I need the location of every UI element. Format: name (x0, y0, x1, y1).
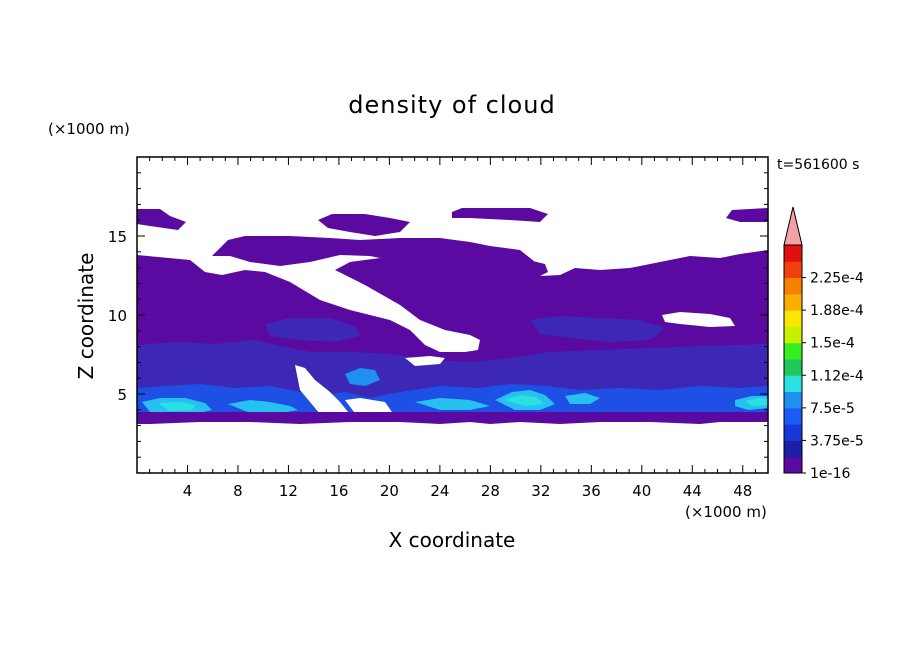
x-tick-label: 40 (632, 482, 651, 500)
x-tick-label: 20 (380, 482, 399, 500)
colorbar-level (784, 261, 802, 279)
cloud-region-upper-band (212, 236, 535, 282)
colorbar-level (784, 456, 802, 474)
cloud-core-5 (565, 393, 600, 404)
colorbar-level (784, 326, 802, 344)
colorbar-level (784, 440, 802, 458)
time-label: t=561600 s (777, 157, 859, 173)
y-unit-label: (×1000 m) (48, 120, 130, 138)
x-tick-label: 44 (683, 482, 702, 500)
colorbar-level (784, 342, 802, 360)
clear-gap-4 (405, 356, 445, 366)
x-tick-label: 8 (233, 482, 243, 500)
colorbar-level (784, 277, 802, 295)
cloud-core-3b (505, 395, 544, 406)
colorbar-level (784, 407, 802, 425)
colorbar-label: 1.12e-4 (810, 368, 864, 384)
y-axis: 5 10 15 (108, 172, 768, 458)
y-tick-label: 10 (108, 307, 127, 325)
x-tick-label: 16 (329, 482, 348, 500)
cloud-core-7 (345, 368, 380, 386)
x-axis: 4 8 12 16 20 24 28 32 36 40 44 48 (149, 157, 756, 500)
clear-gap-1 (295, 365, 356, 420)
colorbar-level (784, 245, 802, 262)
colorbar-level (784, 359, 802, 376)
colorbar-level (784, 293, 802, 311)
colorbar-level (784, 424, 802, 441)
x-unit-label: (×1000 m) (685, 503, 767, 521)
chart-title: density of cloud (348, 91, 555, 119)
cloud-core-6b (745, 398, 768, 406)
cloud-top-left-patch (137, 209, 186, 230)
x-tick-label: 48 (733, 482, 752, 500)
y-tick-label: 5 (117, 386, 127, 404)
y-tick-label: 15 (108, 228, 127, 246)
colorbar-label: 1.88e-4 (810, 303, 864, 319)
colorbar-level (784, 391, 802, 409)
cloud-base (137, 412, 768, 424)
cloud-region-mid-layer (137, 340, 768, 400)
x-tick-label: 36 (582, 482, 601, 500)
cloud-top-patch-3 (452, 208, 548, 222)
x-axis-title: X coordinate (389, 528, 516, 552)
x-tick-label: 12 (279, 482, 298, 500)
colorbar-overflow-triangle (783, 206, 803, 246)
cloud-core-1b (158, 402, 196, 411)
cloud-top-patch-2 (318, 214, 410, 236)
colorbar: 1e-16 3.75e-5 7.5e-5 1.12e-4 1.5e-4 1.88e-4 2.… (783, 206, 864, 482)
colorbar-level (784, 310, 802, 327)
colorbar-level (784, 375, 802, 393)
colorbar-label: 3.75e-5 (810, 433, 864, 449)
cloud-core-2 (228, 400, 298, 414)
colorbar-label: 7.5e-5 (810, 401, 855, 417)
colorbar-label: 1e-16 (810, 466, 850, 482)
x-tick-label: 32 (531, 482, 550, 500)
colorbar-frame (783, 244, 803, 474)
x-tick-label: 4 (183, 482, 193, 500)
clear-gap-3 (662, 312, 735, 327)
cloud-core-4 (415, 398, 490, 410)
colorbar-label: 2.25e-4 (810, 271, 864, 287)
x-tick-label: 28 (481, 482, 500, 500)
cloud-density-field (137, 208, 768, 424)
x-tick-label: 24 (430, 482, 449, 500)
y-axis-title: Z coordinate (74, 253, 98, 380)
cloud-top-right-patch (726, 208, 768, 222)
cloud-region-mid-layer-3 (530, 316, 665, 342)
cloud-region-mid-layer-2 (265, 318, 360, 342)
colorbar-label: 1.5e-4 (810, 336, 855, 352)
